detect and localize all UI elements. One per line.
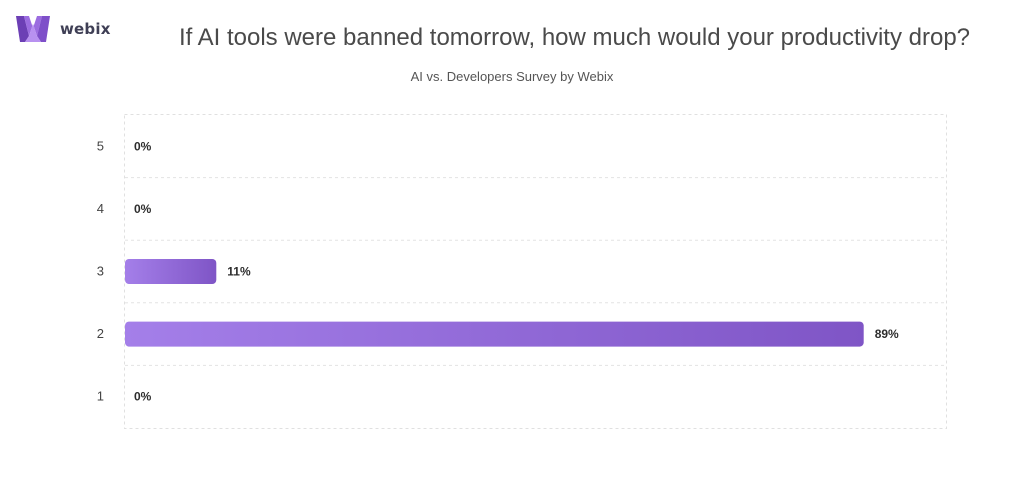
category-tick-label: 3 [97, 264, 104, 279]
data-label: 89% [875, 327, 899, 341]
category-axis: 5 4 3 2 1 [97, 138, 104, 403]
plot-area [124, 114, 947, 429]
brand-logo: webix [16, 14, 111, 44]
bars [125, 259, 864, 347]
category-tick-label: 1 [97, 389, 104, 404]
category-tick-label: 4 [97, 201, 104, 216]
data-labels: 0% 0% 11% 89% 0% [134, 139, 899, 403]
chart-title: If AI tools were banned tomorrow, how mu… [178, 24, 971, 51]
data-label: 0% [134, 139, 152, 153]
category-tick-label: 5 [97, 138, 104, 153]
category-tick-label: 2 [97, 326, 104, 341]
data-label: 0% [134, 390, 152, 404]
brand-name: webix [60, 20, 111, 38]
data-label: 0% [134, 202, 152, 216]
bar [125, 259, 217, 284]
gridlines [125, 177, 947, 366]
chart-subtitle: AI vs. Developers Survey by Webix [410, 69, 614, 84]
bar [125, 321, 864, 347]
data-label: 11% [227, 265, 251, 279]
webix-logo-icon [16, 16, 50, 42]
